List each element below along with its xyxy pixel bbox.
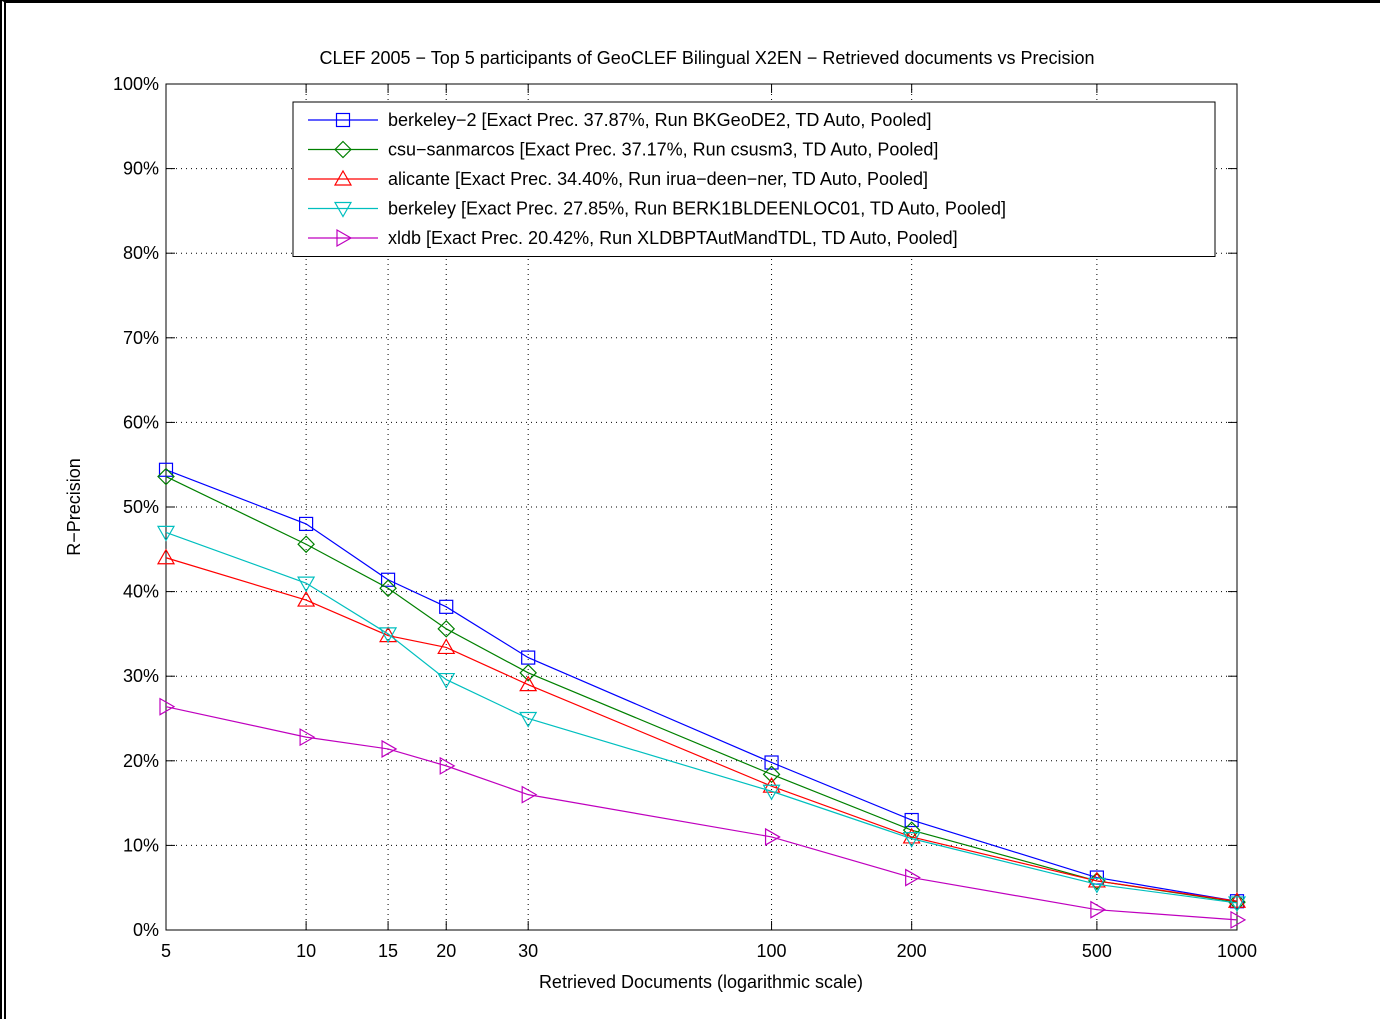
- x-tick-label: 1000: [1217, 941, 1257, 961]
- y-tick-label: 30%: [123, 666, 159, 686]
- y-tick-label: 0%: [133, 920, 159, 940]
- y-axis-label: R−Precision: [64, 458, 84, 556]
- data-point-marker: [1227, 892, 1247, 908]
- legend-label: berkeley [Exact Prec. 27.85%, Run BERK1B…: [388, 199, 1006, 219]
- y-tick-label: 80%: [123, 243, 159, 263]
- data-point-marker: [156, 525, 176, 542]
- data-point-marker: [519, 711, 538, 728]
- data-point-marker: [764, 827, 781, 846]
- data-point-marker: [1087, 877, 1106, 894]
- data-point-marker: [762, 765, 781, 784]
- x-tick-label: 20: [436, 941, 456, 961]
- data-point-marker: [158, 462, 174, 477]
- y-tick-label: 60%: [123, 412, 159, 432]
- data-point-marker: [299, 516, 314, 532]
- series-3: [156, 548, 1247, 908]
- data-point-marker: [297, 590, 316, 607]
- data-point-marker: [297, 576, 316, 593]
- x-tick-label: 30: [518, 941, 538, 961]
- data-point-marker: [1227, 896, 1247, 913]
- data-point-marker: [439, 599, 454, 614]
- data-point-marker: [380, 572, 396, 587]
- x-tick-label: 500: [1082, 941, 1112, 961]
- data-point-marker: [437, 672, 456, 689]
- x-tick-label: 10: [296, 941, 316, 961]
- series-line: [165, 476, 1238, 903]
- data-point-marker: [159, 697, 176, 716]
- series-line: [165, 706, 1238, 921]
- data-point-marker: [519, 675, 538, 692]
- legend-entry: alicante [Exact Prec. 34.40%, Run irua−d…: [308, 169, 928, 189]
- chart-title: CLEF 2005 − Top 5 participants of GeoCLE…: [319, 48, 1094, 68]
- legend: berkeley−2 [Exact Prec. 37.87%, Run BKGe…: [292, 101, 1216, 257]
- series-4: [156, 525, 1247, 913]
- data-point-marker: [381, 739, 398, 758]
- legend-label: csu−sanmarcos [Exact Prec. 37.17%, Run c…: [388, 140, 938, 160]
- legend-entry: csu−sanmarcos [Exact Prec. 37.17%, Run c…: [308, 140, 938, 160]
- data-point-marker: [519, 663, 538, 682]
- legend-entry: berkeley−2 [Exact Prec. 37.87%, Run BKGe…: [308, 110, 931, 130]
- data-point-marker: [1087, 871, 1106, 888]
- legend-label: xldb [Exact Prec. 20.42%, Run XLDBPTAutM…: [388, 228, 958, 248]
- legend-entry: berkeley [Exact Prec. 27.85%, Run BERK1B…: [308, 199, 1006, 219]
- y-tick-label: 10%: [123, 835, 159, 855]
- series-5: [159, 697, 1247, 929]
- data-point-marker: [379, 579, 397, 598]
- legend-marker: [333, 201, 353, 218]
- legend-box: [292, 101, 1216, 257]
- data-point-marker: [156, 548, 176, 565]
- legend-marker: [333, 169, 353, 186]
- legend-marker: [334, 140, 352, 159]
- series-layer: [156, 462, 1247, 929]
- data-point-marker: [905, 868, 921, 887]
- data-point-marker: [437, 638, 456, 655]
- x-tick-label: 5: [161, 941, 171, 961]
- y-tick-label: 40%: [123, 582, 159, 602]
- data-point-marker: [1090, 900, 1107, 919]
- legend-marker: [336, 228, 353, 248]
- legend-label: berkeley−2 [Exact Prec. 37.87%, Run BKGe…: [388, 110, 931, 130]
- y-tick-label: 50%: [123, 497, 159, 517]
- x-tick-label: 200: [897, 941, 927, 961]
- y-tick-label: 20%: [123, 751, 159, 771]
- series-line: [165, 469, 1238, 902]
- data-point-marker: [299, 728, 316, 747]
- data-point-marker: [902, 832, 921, 848]
- y-tick-label: 70%: [123, 328, 159, 348]
- data-point-marker: [904, 812, 919, 828]
- data-point-marker: [297, 535, 315, 554]
- data-point-marker: [762, 784, 781, 801]
- data-point-marker: [764, 755, 779, 770]
- data-point-marker: [1230, 910, 1247, 929]
- data-point-marker: [379, 627, 398, 644]
- series-line: [165, 557, 1238, 902]
- legend-marker: [335, 112, 351, 128]
- y-tick-label: 100%: [113, 74, 159, 94]
- x-axis-label: Retrieved Documents (logarithmic scale): [539, 972, 863, 992]
- data-point-marker: [902, 827, 921, 844]
- legend-entry: xldb [Exact Prec. 20.42%, Run XLDBPTAutM…: [308, 228, 958, 248]
- x-tick-label: 15: [378, 941, 398, 961]
- series-line: [165, 531, 1238, 904]
- axis-ticks: 0% 10% 20% 30% 40% 50% 60% 70% 80% 90% 100% 5 10 15 20…: [113, 74, 1257, 961]
- data-point-marker: [437, 619, 456, 638]
- legend-label: alicante [Exact Prec. 34.40%, Run irua−d…: [388, 169, 928, 189]
- data-point-marker: [157, 467, 175, 486]
- y-tick-label: 90%: [123, 159, 159, 179]
- data-point-marker: [439, 756, 456, 775]
- data-point-marker: [521, 785, 538, 804]
- x-tick-label: 100: [757, 941, 787, 961]
